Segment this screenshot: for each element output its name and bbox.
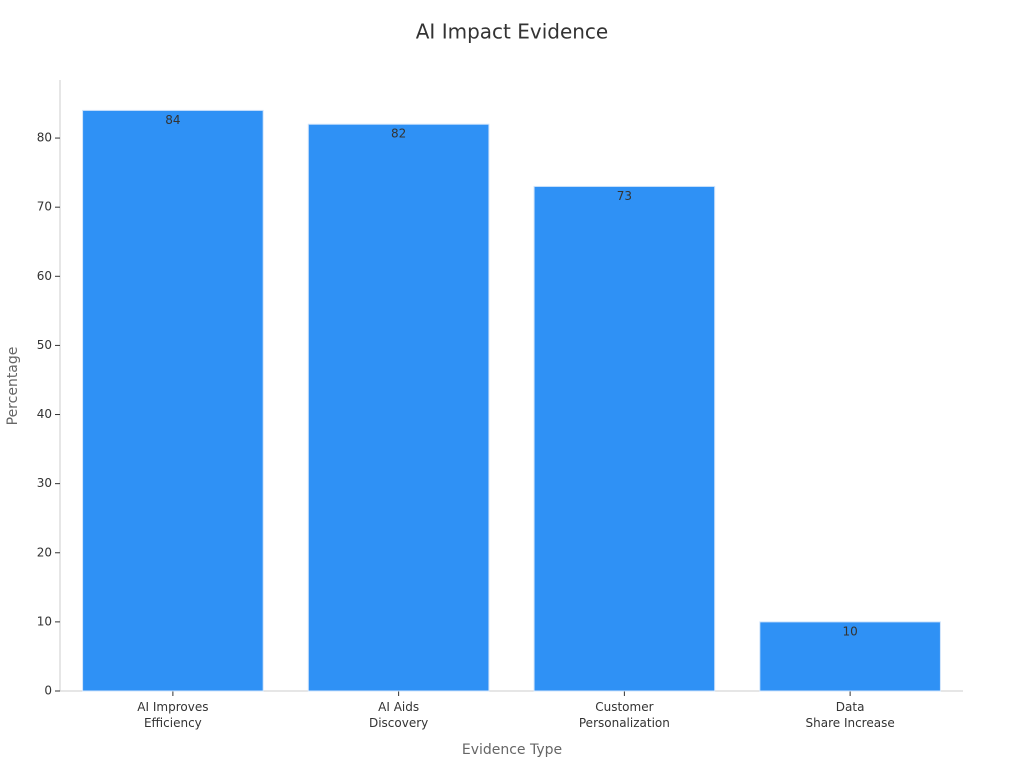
x-axis-label: Evidence Type [462,742,562,758]
x-tick-label-line: Share Increase [806,716,895,730]
y-tick-label: 70 [37,200,52,214]
x-tick-label-line: Data [836,700,865,714]
value-label: 84 [165,113,180,127]
y-tick-label: 10 [37,614,52,628]
y-tick-label: 80 [37,131,52,145]
x-tick-label-line: Discovery [369,716,428,730]
value-label: 73 [617,189,632,203]
value-label: 82 [391,127,406,141]
y-axis-label: Percentage [5,347,21,426]
chart-title: AI Impact Evidence [416,20,608,44]
bar [759,621,941,692]
y-tick-label: 40 [37,407,52,421]
x-tick-label: AI Aids Discovery [369,700,428,730]
y-tick-label: 30 [37,476,52,490]
x-tick-label: AI Improves Efficiency [137,700,208,730]
x-tick-label: Customer Personalization [579,700,670,730]
bar [82,109,264,692]
x-tick-label-line: Personalization [579,716,670,730]
y-tick-label: 50 [37,338,52,352]
bar [533,185,716,692]
bar [307,123,490,692]
x-tick-label-line: Customer [595,700,653,714]
value-label: 10 [842,624,857,638]
y-tick-label: 0 [44,684,52,698]
x-tick-label-line: AI Aids [378,700,419,714]
y-tick-label: 20 [37,545,52,559]
x-tick-label-line: AI Improves [137,700,208,714]
x-tick-label: Data Share Increase [806,700,895,730]
y-tick-label: 60 [37,269,52,283]
x-tick-label-line: Efficiency [144,716,202,730]
